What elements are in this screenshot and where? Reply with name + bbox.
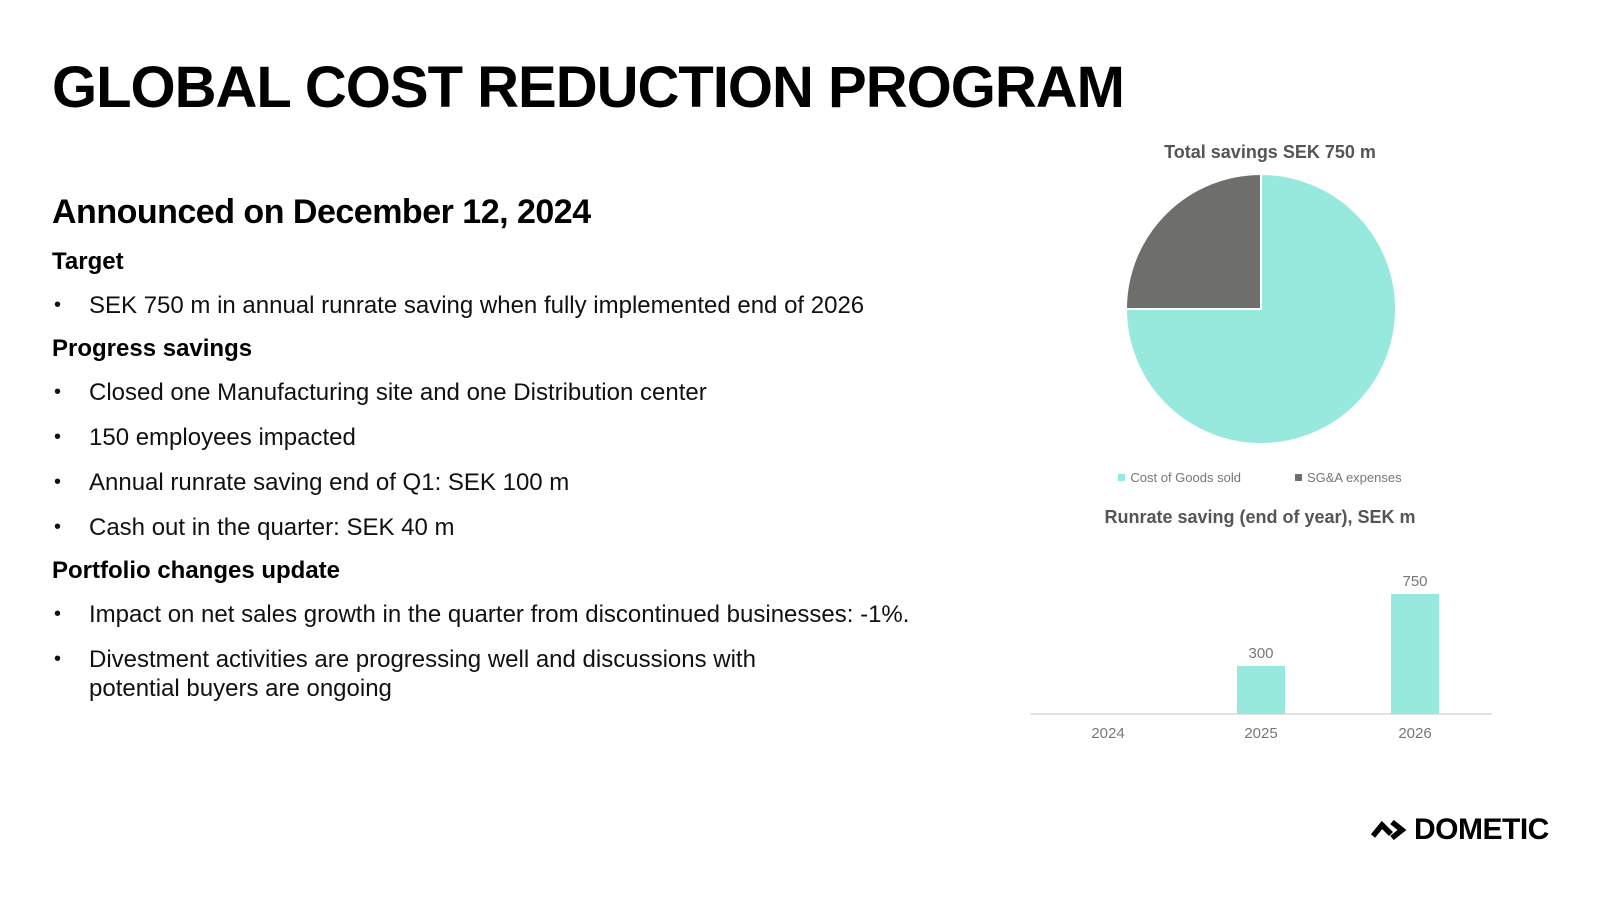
target-bullet-list: SEK 750 m in annual runrate saving when … <box>52 291 952 320</box>
bullet-item: Cash out in the quarter: SEK 40 m <box>52 513 952 542</box>
pie-legend: Cost of Goods sold SG&A expenses <box>1100 470 1420 485</box>
bar-2025 <box>1237 666 1285 714</box>
legend-label: SG&A expenses <box>1306 470 1402 485</box>
slide-title: GLOBAL COST REDUCTION PROGRAM <box>52 55 1125 120</box>
section-heading-target: Target <box>52 248 124 275</box>
pie-slice-sg-a-expenses <box>1124 172 1262 310</box>
legend-label: Cost of Goods sold <box>1130 470 1241 485</box>
legend-item-sga: SG&A expenses <box>1294 470 1402 485</box>
pie-chart-title: Total savings SEK 750 m <box>1164 142 1376 162</box>
progress-bullet-list: Closed one Manufacturing site and one Di… <box>52 378 952 542</box>
bullet-item: Divestment activities are progressing we… <box>52 645 849 703</box>
logo-text: DOMETIC <box>1414 813 1549 846</box>
section-heading-progress-savings: Progress savings <box>52 335 253 362</box>
x-tick-label: 2026 <box>1398 725 1431 742</box>
bullet-item: Impact on net sales growth in the quarte… <box>52 600 952 629</box>
dometic-chevron-icon <box>1370 819 1407 841</box>
dometic-logo: DOMETIC <box>1370 815 1549 845</box>
legend-item-cogs: Cost of Goods sold <box>1118 470 1241 485</box>
legend-swatch-teal <box>1118 474 1126 481</box>
portfolio-bullet-list: Impact on net sales growth in the quarte… <box>52 600 952 703</box>
legend-swatch-gray <box>1294 474 1302 481</box>
bar-chart-title: Runrate saving (end of year), SEK m <box>1104 507 1416 527</box>
x-tick-label: 2024 <box>1091 725 1124 742</box>
content-column: Announced on December 12, 2024 Target SE… <box>52 190 952 703</box>
x-tick-label: 2025 <box>1244 725 1277 742</box>
bar-data-label: 750 <box>1402 573 1427 590</box>
bar-2026 <box>1391 594 1439 714</box>
section-heading-portfolio-changes: Portfolio changes update <box>52 557 341 584</box>
bar-data-label: 300 <box>1248 645 1273 662</box>
bullet-item: SEK 750 m in annual runrate saving when … <box>52 291 952 320</box>
bullet-item: Closed one Manufacturing site and one Di… <box>52 378 952 407</box>
pie-slice-cost-of-goods-sold <box>1124 172 1397 445</box>
bullet-item: 150 employees impacted <box>52 423 952 452</box>
announcement-heading: Announced on December 12, 2024 <box>52 193 591 231</box>
bullet-item: Annual runrate saving end of Q1: SEK 100… <box>52 468 952 497</box>
